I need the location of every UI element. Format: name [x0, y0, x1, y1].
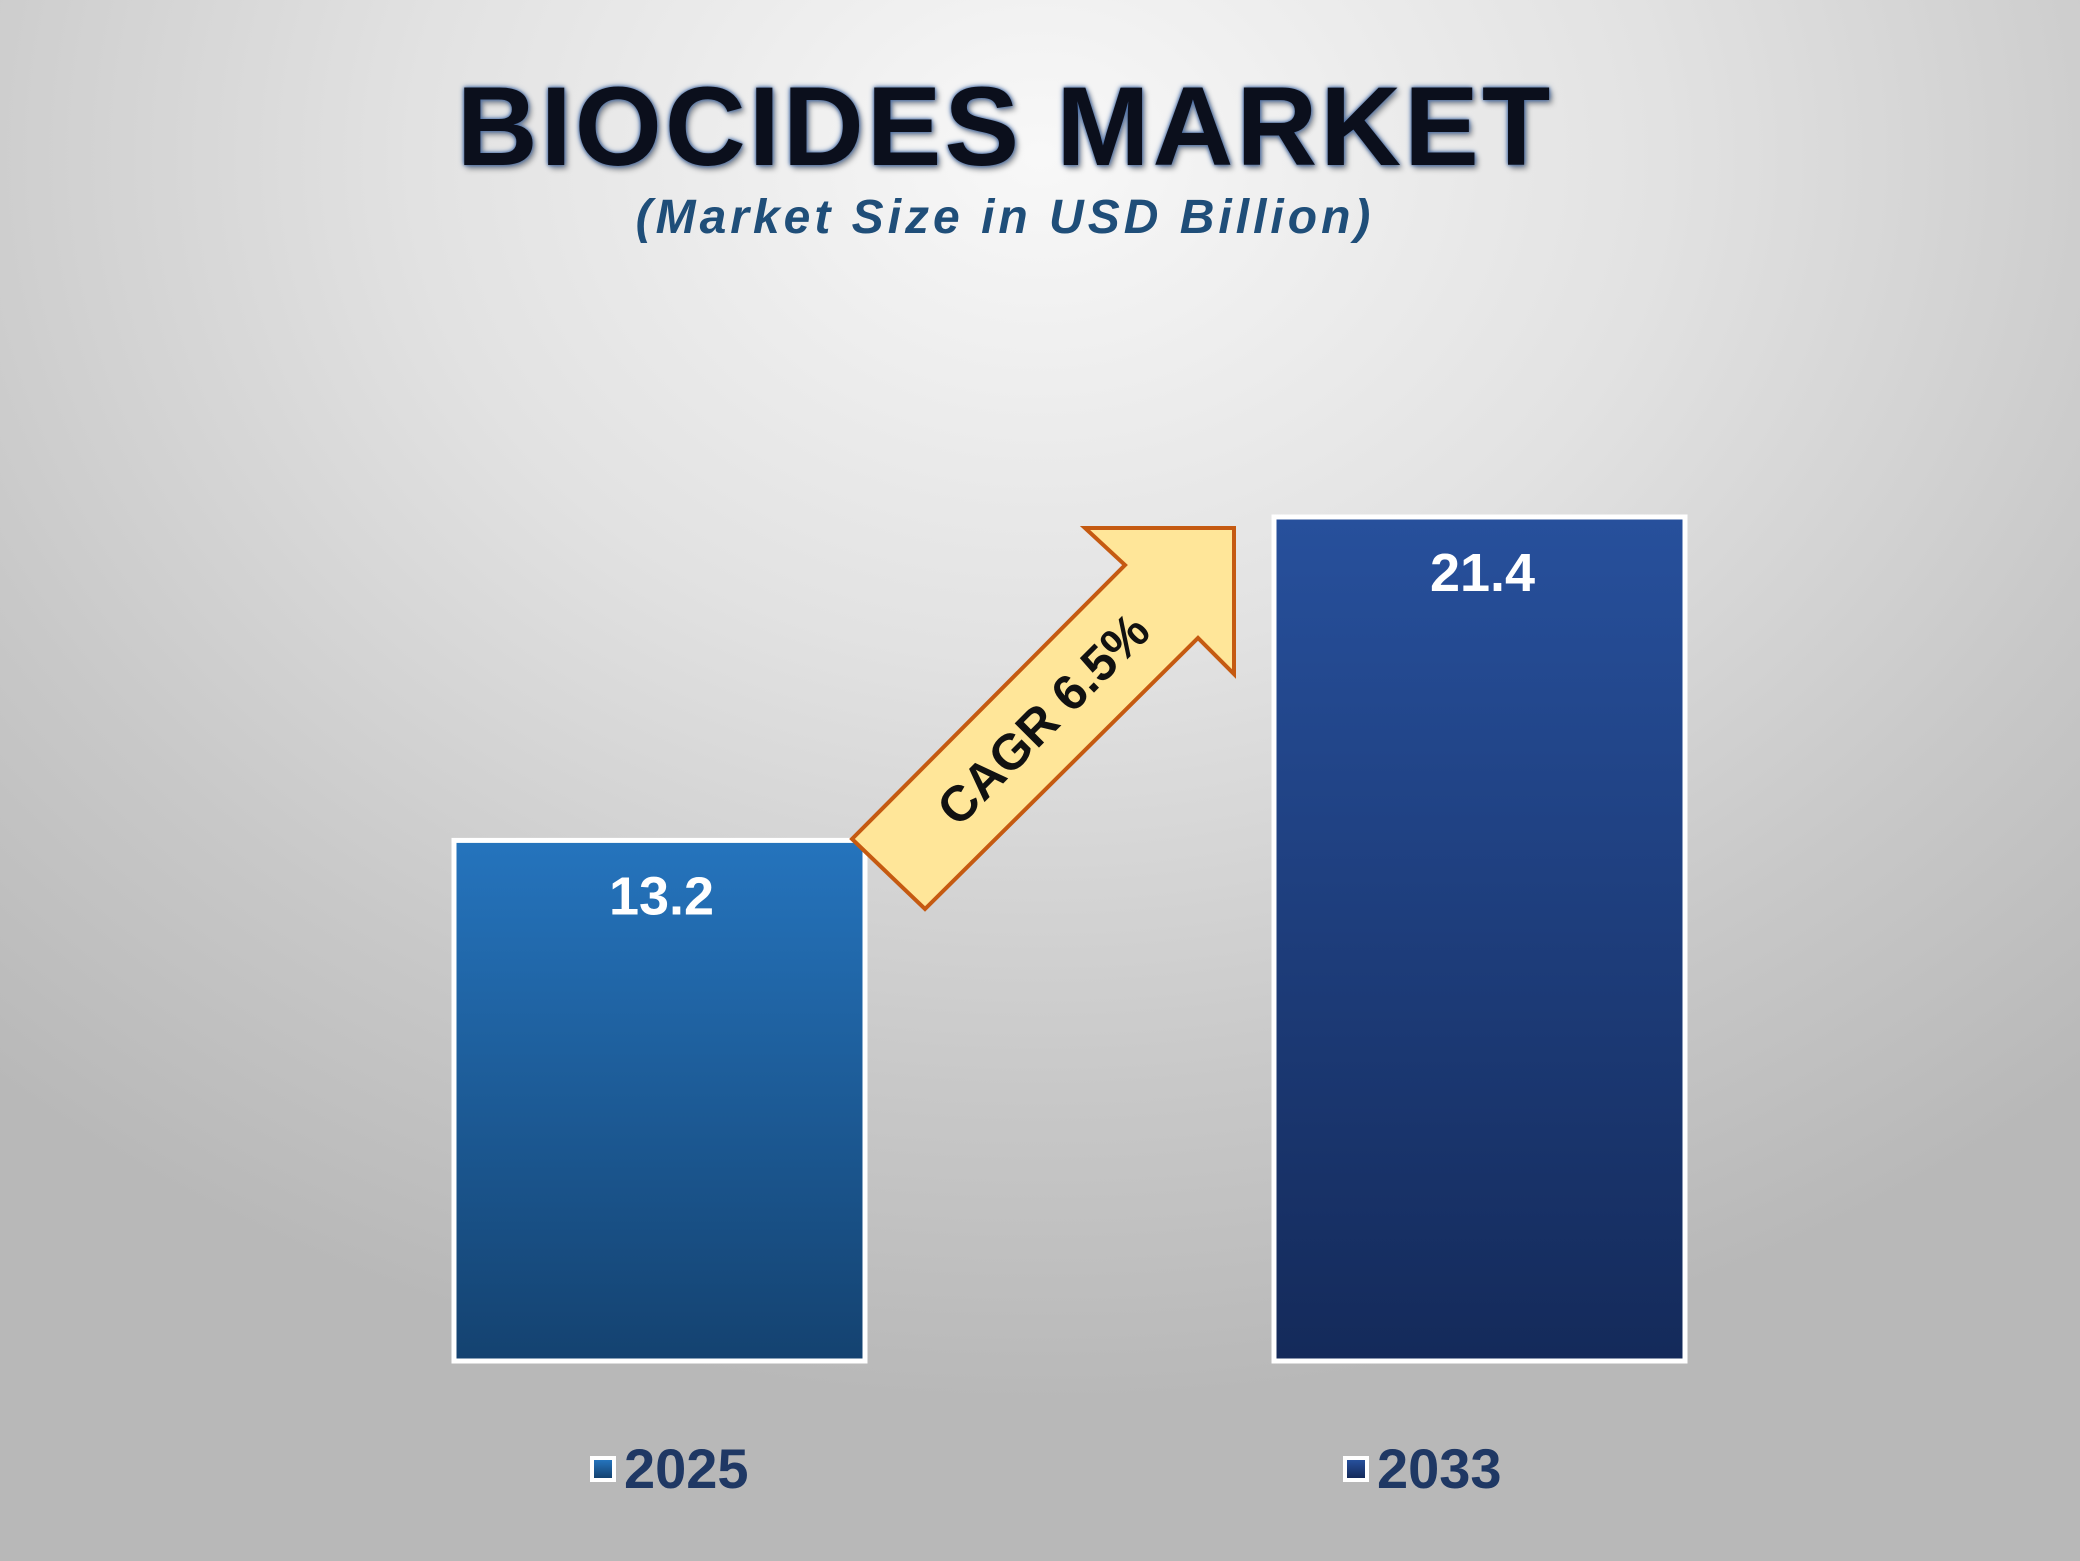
bar-2033	[1271, 514, 1688, 1364]
legend-label: 2033	[1377, 1437, 1502, 1500]
data-label-2033: 21.4	[1430, 543, 1535, 603]
bar-2025	[451, 837, 868, 1364]
data-label-2025: 13.2	[609, 866, 714, 926]
legend-swatch	[1343, 1455, 1369, 1482]
cagr-label: CAGR 6.5%	[926, 602, 1160, 836]
legend-item-2025: 2025	[590, 1436, 749, 1501]
cagr-arrow-shape	[849, 526, 1236, 912]
chart-title: BIOCIDES MARKET	[456, 64, 1554, 189]
legend-label: 2025	[624, 1437, 749, 1500]
legend-item-2033: 2033	[1343, 1436, 1502, 1501]
legend-swatch	[590, 1455, 616, 1482]
cagr-arrow: CAGR 6.5%	[849, 526, 1236, 912]
chart-subtitle: (Market Size in USD Billion)	[635, 191, 1375, 244]
